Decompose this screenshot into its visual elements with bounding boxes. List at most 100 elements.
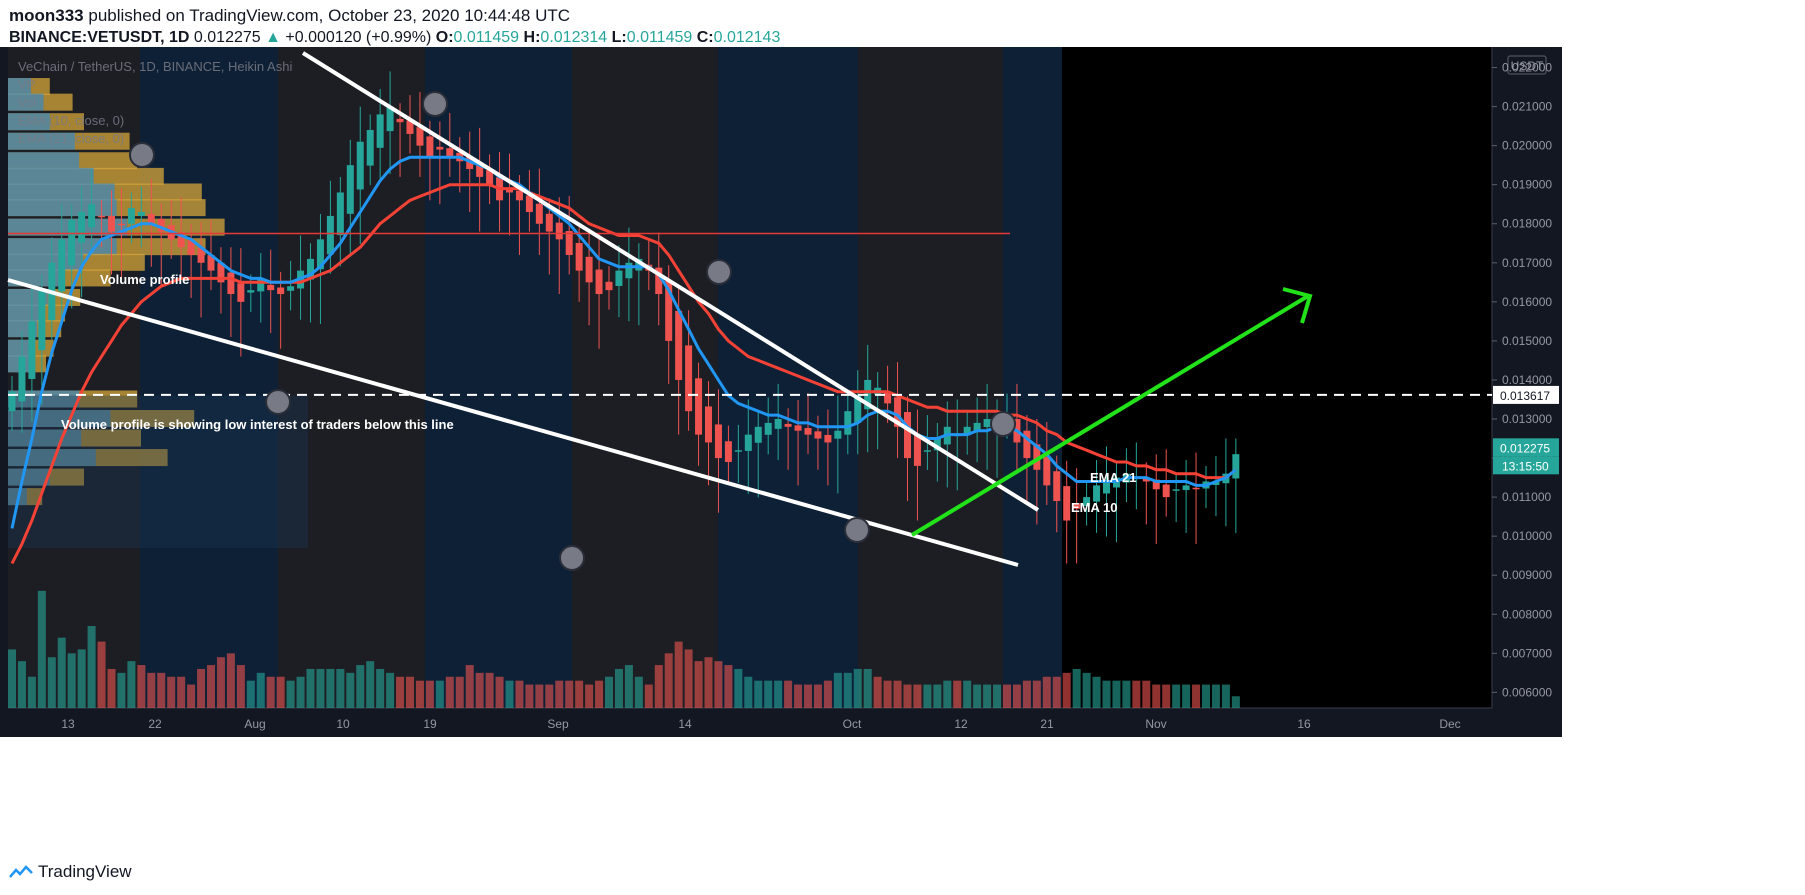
volume-bar [873, 676, 882, 708]
y-tick-label: 0.015000 [1502, 334, 1552, 348]
x-tick-label: 16 [1297, 717, 1311, 731]
tradingview-brand[interactable]: TradingView [9, 862, 132, 882]
volume-bar [1042, 676, 1051, 708]
volume-bar [1032, 680, 1041, 708]
volume-bar [396, 676, 405, 708]
volume-bar [794, 684, 803, 708]
last-price-label: 0.012275 [1500, 441, 1550, 455]
volume-bar [903, 684, 912, 708]
volume-bar [883, 680, 892, 708]
author-name[interactable]: moon333 [9, 6, 84, 25]
y-tick-label: 0.021000 [1502, 100, 1552, 114]
volume-bar [97, 641, 106, 708]
volume-bar [843, 672, 852, 708]
candle-body [187, 239, 195, 255]
volume-bar [953, 680, 962, 708]
volume-bar [1072, 668, 1081, 708]
legend-line-2: VP [18, 77, 35, 92]
volume-bar [734, 668, 743, 708]
volume-bar [724, 665, 733, 708]
volume-bar [1102, 680, 1111, 708]
volume-bar [226, 653, 235, 708]
volume-bar [555, 680, 564, 708]
touch-point-marker [990, 411, 1016, 437]
volume-bar [177, 676, 186, 708]
volume-bar [1012, 684, 1021, 708]
volume-bar [684, 649, 693, 708]
candle-body [406, 120, 414, 134]
level-price-label: 0.013617 [1500, 389, 1550, 403]
lower-trendline [7, 278, 1019, 567]
candle-body [784, 423, 792, 427]
candle-body [913, 435, 921, 466]
candle-body [316, 239, 324, 270]
candle-body [257, 278, 265, 292]
y-tick-label: 0.019000 [1502, 178, 1552, 192]
candle-body [1033, 444, 1041, 470]
candle-body [824, 434, 832, 443]
time-axis-panel [0, 708, 1562, 737]
volume-profile-note: Volume profile is showing low interest o… [61, 417, 454, 432]
candle-body [595, 269, 603, 295]
candle-body [307, 258, 314, 280]
volume-bar [316, 668, 325, 708]
volume-bar [545, 684, 554, 708]
volume-bar [246, 680, 255, 708]
volume-profile-bar-buy [8, 218, 128, 236]
x-tick-label: Aug [244, 717, 265, 731]
candle-body [1043, 457, 1051, 486]
volume-bar [913, 684, 922, 708]
volume-bar [863, 668, 872, 708]
volume-profile-bar-buy [8, 152, 80, 170]
candle-body [137, 212, 145, 216]
volume-bar [386, 672, 395, 708]
volume-bar [117, 672, 126, 708]
volume-bar [1082, 672, 1091, 708]
candle-body [267, 284, 275, 291]
volume-bar [654, 665, 663, 708]
candle-body [923, 450, 931, 452]
countdown-tag [1493, 456, 1559, 475]
candle-body [376, 114, 384, 148]
touch-point-marker [265, 389, 291, 415]
open-label: O: [435, 29, 454, 46]
candle-body [744, 434, 752, 451]
volume-profile-bar-buy [8, 113, 50, 131]
y-tick-label: 0.011000 [1502, 490, 1551, 504]
candle-body [545, 213, 553, 232]
volume-profile-bar-buy [8, 468, 50, 486]
candle-body [814, 431, 822, 439]
volume-bar [1003, 684, 1011, 708]
y-tick-label: 0.009000 [1502, 568, 1552, 582]
candle-body [386, 106, 394, 132]
volume-bar [167, 676, 176, 708]
volume-profile-bar-buy [8, 132, 75, 150]
volume-bar [704, 657, 713, 708]
volume-bar [943, 680, 952, 708]
volume-bar [1122, 680, 1131, 708]
volume-bar [67, 653, 76, 708]
candle-body [764, 422, 772, 435]
candle-body [247, 290, 255, 293]
volume-bar [1022, 680, 1031, 708]
volume-bar [326, 668, 335, 708]
candle-body [555, 222, 563, 240]
session-band [1003, 47, 1062, 708]
candle-body [834, 430, 842, 439]
volume-bar [714, 661, 723, 708]
volume-bar [187, 684, 196, 708]
volume-profile-bar-buy [8, 183, 115, 201]
volume-bar [37, 590, 46, 708]
ema21-label: EMA 21 [1090, 470, 1136, 485]
volume-bar [1211, 684, 1220, 708]
candle-body [506, 188, 513, 193]
volume-bar [1112, 680, 1121, 708]
candle-body [615, 270, 623, 286]
currency-label: USDT [1511, 59, 1544, 73]
brand-label: TradingView [38, 862, 132, 881]
volume-bar [1192, 684, 1201, 708]
candle-body [108, 215, 115, 232]
low-value: 0.011459 [626, 29, 693, 46]
volume-bar [614, 668, 623, 708]
